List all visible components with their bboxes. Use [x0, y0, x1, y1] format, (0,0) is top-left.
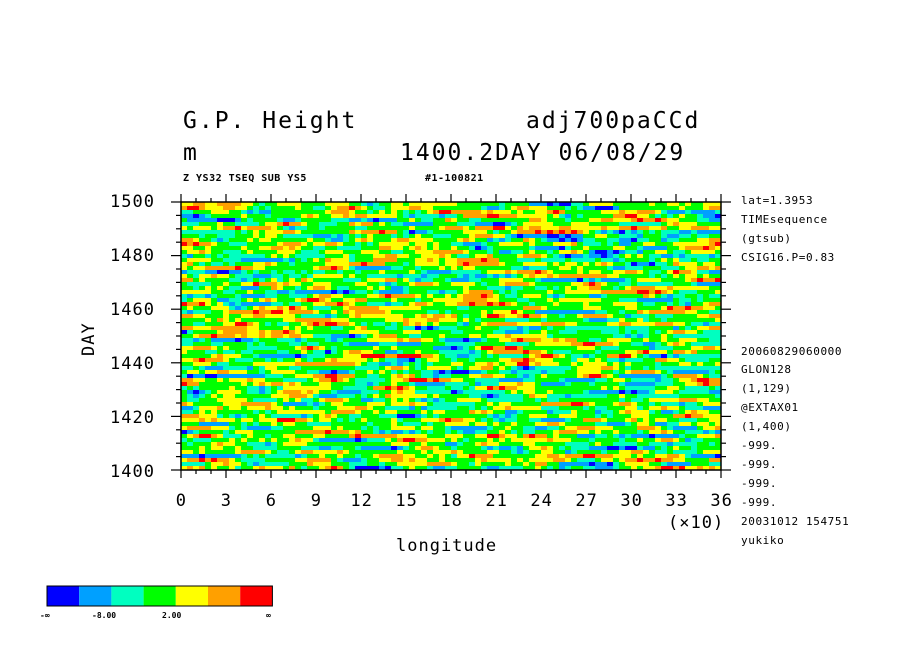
colorbar-frame: [46, 585, 273, 607]
axis-ticks: [171, 194, 731, 478]
sidebar-line: (gtsub): [741, 232, 792, 245]
y-tick-label: 1500: [110, 192, 155, 212]
x-tick-label: 21: [485, 491, 508, 511]
sidebar-line: 20031012 154751: [741, 515, 850, 528]
y-tick-label: 1400: [110, 462, 155, 482]
colorbar-swatch: [111, 586, 144, 606]
dataset-title: adj700paCCd: [526, 108, 701, 134]
time-label: 1400.2DAY 06/08/29: [400, 140, 686, 166]
x-tick-label: 18: [440, 491, 463, 511]
x-multiplier: (×10): [668, 513, 725, 533]
x-tick-label: 0: [175, 491, 187, 511]
colorbar-label: -∞: [40, 611, 50, 620]
y-tick-label: 1420: [110, 408, 155, 428]
sidebar-line: lat=1.3953: [741, 194, 814, 207]
x-tick-label: 6: [265, 491, 277, 511]
x-tick-label: 27: [575, 491, 598, 511]
colorbar-swatch: [208, 586, 241, 606]
x-tick-label: 9: [310, 491, 322, 511]
sidebar-line: @EXTAX01: [741, 401, 799, 414]
colorbar-label: 2.00: [162, 611, 182, 620]
x-tick-label: 3: [220, 491, 232, 511]
sidebar-line: yukiko: [741, 534, 785, 547]
subtitle-right: #1-100821: [425, 173, 484, 184]
x-tick-label: 36: [710, 491, 733, 511]
x-tick-label: 12: [350, 491, 373, 511]
sidebar-line: (1,129): [741, 382, 792, 395]
sidebar-line: TIMEsequence: [741, 213, 828, 226]
colorbar-swatch: [175, 586, 208, 606]
x-tick-label: 33: [665, 491, 688, 511]
sidebar-line: GLON128: [741, 363, 792, 376]
sidebar-line: 20060829060000: [741, 345, 843, 358]
sidebar-line: -999.: [741, 496, 778, 509]
variable-title: G.P. Height: [183, 108, 358, 134]
colorbar-swatch: [240, 586, 273, 606]
heatmap-field: [181, 202, 722, 471]
colorbar-label: -8.00: [92, 611, 117, 620]
y-tick-label: 1480: [110, 246, 155, 266]
sidebar-line: -999.: [741, 439, 778, 452]
y-tick-label: 1460: [110, 300, 155, 320]
x-tick-label: 15: [395, 491, 418, 511]
sidebar-line: -999.: [741, 458, 778, 471]
x-axis-label: longitude: [396, 536, 498, 556]
y-tick-label: 1440: [110, 354, 155, 374]
sidebar-line: -999.: [741, 477, 778, 490]
y-axis-label: DAY: [79, 322, 99, 356]
colorbar-swatch: [79, 586, 112, 606]
colorbar: [46, 585, 273, 607]
units-label: m: [183, 140, 199, 166]
colorbar-swatch: [47, 586, 80, 606]
sidebar-line: CSIG16.P=0.83: [741, 251, 835, 264]
x-tick-label: 24: [530, 491, 553, 511]
colorbar-swatch: [143, 586, 176, 606]
subtitle-left: Z YS32 TSEQ SUB YS5: [183, 173, 307, 184]
colorbar-label: ∞: [266, 611, 271, 620]
x-tick-label: 30: [620, 491, 643, 511]
sidebar-line: (1,400): [741, 420, 792, 433]
